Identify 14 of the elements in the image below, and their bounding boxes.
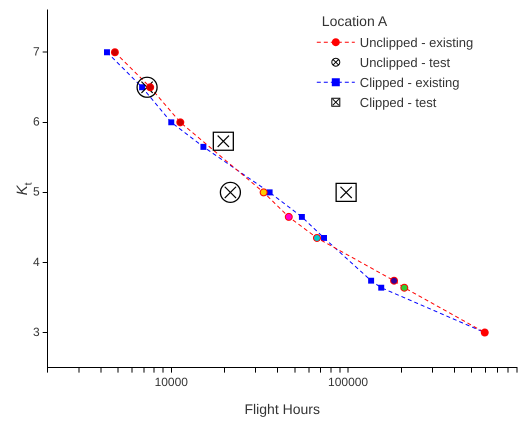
legend-label: Unclipped - existing — [360, 35, 474, 50]
legend-label: Clipped - existing — [360, 75, 460, 90]
y-tick-label: 5 — [32, 184, 40, 199]
y-tick-label: 3 — [32, 324, 40, 339]
x-tick-label: 100000 — [328, 375, 368, 390]
x-axis-title: Flight Hours — [244, 401, 320, 417]
y-axis-title: Kt — [14, 182, 34, 196]
legend-label: Unclipped - test — [360, 55, 451, 70]
legend-title: Location A — [322, 13, 388, 30]
legend-label: Clipped - test — [360, 95, 437, 110]
y-tick-label: 6 — [32, 114, 40, 129]
x-tick-label: 10000 — [154, 375, 188, 390]
y-tick-label: 7 — [32, 44, 40, 59]
y-tick-label: 4 — [32, 254, 40, 269]
